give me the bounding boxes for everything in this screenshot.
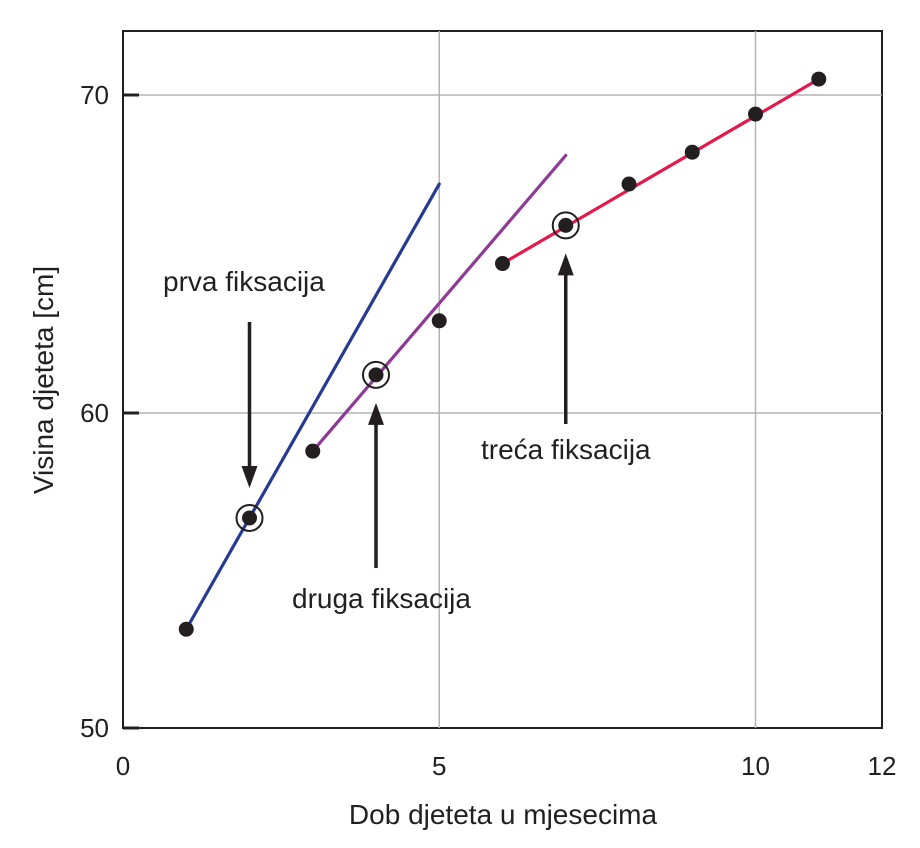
y-tick-label-50: 50 — [80, 713, 109, 743]
point-4 — [368, 367, 384, 383]
fit-lines — [184, 77, 821, 631]
arrow-head-1 — [241, 465, 258, 488]
annotation-treca: treća fiksacija — [481, 434, 651, 465]
point-11 — [811, 71, 827, 87]
point-ring-2 — [235, 503, 264, 532]
y-tick-label-70: 70 — [80, 80, 109, 110]
arrow-head-3 — [557, 253, 574, 276]
x-tick-label-10: 10 — [741, 751, 770, 781]
fit-line-3 — [500, 77, 821, 266]
point-ring-4 — [362, 360, 390, 389]
fit-line-2 — [311, 153, 568, 453]
arrow-head-2 — [368, 402, 384, 425]
plot-frame — [122, 30, 883, 729]
x-tick-label-5: 5 — [432, 751, 446, 781]
grid-lines — [123, 31, 882, 728]
point-9 — [684, 144, 700, 160]
annotation-arrows — [241, 253, 574, 568]
x-axis-label: Dob djeteta u mjesecima — [349, 799, 658, 830]
point-6 — [495, 256, 510, 272]
point-3 — [305, 443, 321, 459]
annotation-druga: druga fiksacija — [292, 583, 471, 614]
fit-line-1 — [184, 182, 441, 631]
point-ring-7 — [551, 211, 580, 240]
point-2 — [242, 510, 257, 526]
y-tick-label-60: 60 — [80, 398, 109, 428]
data-points — [178, 71, 827, 637]
point-7 — [558, 217, 574, 233]
y-axis-label: Visina djeteta [cm] — [28, 266, 59, 494]
point-5 — [431, 313, 447, 329]
annotation-prva: prva fiksacija — [163, 266, 325, 297]
point-10 — [748, 106, 763, 122]
x-tick-label-12: 12 — [868, 751, 897, 781]
x-tick-label-0: 0 — [116, 751, 130, 781]
point-1 — [178, 621, 194, 637]
point-8 — [621, 176, 637, 192]
axis-ticks: 0 5 10 12 50 60 70 — [80, 80, 896, 781]
